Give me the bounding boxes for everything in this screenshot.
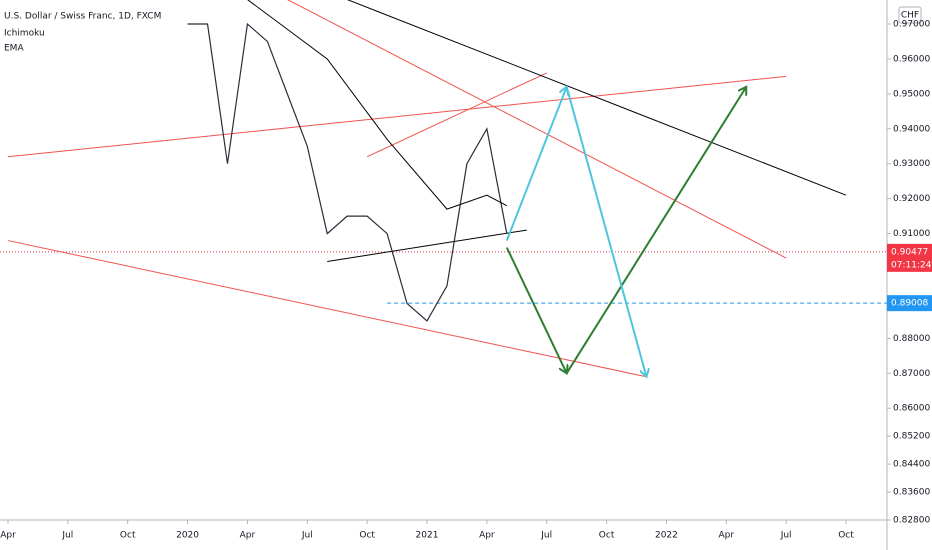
- y-tick-label: 0.96000: [893, 54, 930, 64]
- trend-line: [287, 0, 787, 259]
- chart-title: U.S. Dollar / Swiss Franc, 1D, FXCM: [4, 12, 161, 22]
- y-tick-label: 0.88000: [893, 334, 930, 344]
- arrow: [565, 87, 747, 374]
- y-tick-label: 0.86000: [893, 404, 930, 414]
- arrow: [565, 86, 647, 377]
- x-tick-label: Oct: [599, 531, 615, 541]
- x-tick-label: Apr: [479, 531, 495, 541]
- trend-line: [366, 72, 547, 158]
- y-tick-label: 0.95000: [893, 89, 930, 99]
- current-price-time: 07:11:24: [891, 260, 932, 270]
- y-tick-label: 0.85200: [893, 432, 930, 442]
- level-label-bg: [887, 295, 932, 312]
- indicator-label: Ichimoku: [4, 29, 45, 39]
- current-price-label: 0.90477: [891, 247, 928, 257]
- y-tick-label: 0.87000: [893, 369, 930, 379]
- x-tick-label: 2021: [416, 531, 439, 541]
- arrow: [505, 247, 567, 374]
- plot-area: [0, 0, 887, 520]
- y-tick-label: 0.82800: [893, 516, 930, 526]
- indicator-label: EMA: [4, 44, 24, 54]
- x-tick-label: 2020: [176, 531, 199, 541]
- plot: [0, 0, 887, 377]
- level-label: 0.89008: [891, 299, 928, 309]
- y-tick-label: 0.93000: [893, 159, 930, 169]
- trend-line: [7, 75, 787, 158]
- currency[interactable]: CHF: [901, 11, 919, 21]
- x-tick-label: Jul: [540, 531, 552, 541]
- price-line: [187, 22, 508, 322]
- ema-line: [247, 0, 508, 210]
- current-price-bg: [887, 243, 932, 272]
- y-tick-label: 0.84400: [893, 460, 930, 470]
- trend-line: [347, 0, 847, 196]
- y-tick-label: 0.97000: [893, 20, 930, 30]
- x-tick-label: 2022: [655, 531, 678, 541]
- x-tick-label: Apr: [718, 531, 734, 541]
- y-tick-label: 0.94000: [893, 124, 930, 134]
- y-tick-label: 0.83600: [893, 488, 930, 498]
- x-tick-label: Jul: [61, 531, 73, 541]
- x-tick-label: Oct: [120, 531, 136, 541]
- x-tick-label: Oct: [838, 531, 854, 541]
- x-tick-label: Apr: [0, 531, 16, 541]
- x-tick-label: Jul: [301, 531, 313, 541]
- arrow: [505, 87, 567, 241]
- y-tick-label: 0.92000: [893, 194, 930, 204]
- trend-line: [7, 240, 647, 378]
- x-tick-label: Oct: [359, 531, 375, 541]
- currency-box[interactable]: [898, 6, 922, 24]
- trend-line: [327, 229, 527, 263]
- y-tick-label: 0.91000: [893, 229, 930, 239]
- x-tick-label: Apr: [240, 531, 256, 541]
- x-tick-label: Jul: [780, 531, 792, 541]
